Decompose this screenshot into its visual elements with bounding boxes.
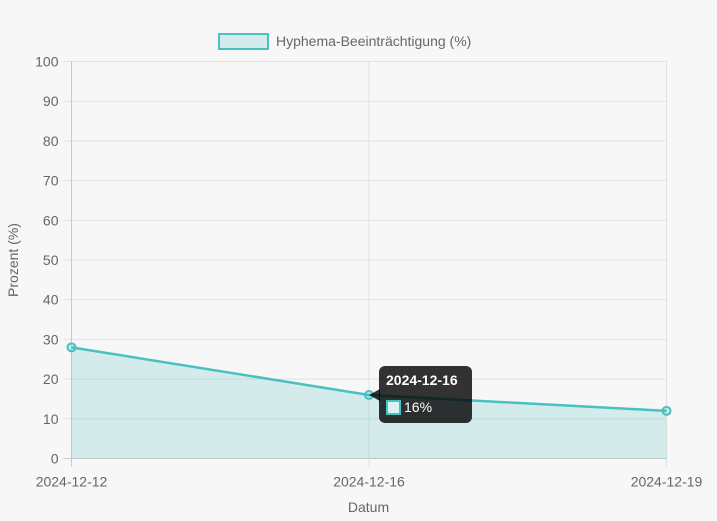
tooltip-caret [369,388,380,401]
tooltip-swatch [386,399,401,415]
tooltip-swatch-bg [387,400,400,414]
x-tick-label: 2024-12-16 [333,474,405,490]
x-tick-label: 2024-12-12 [36,474,108,490]
data-point [66,342,77,353]
y-tick-label: 100 [35,54,59,70]
legend-swatch [218,33,269,50]
y-tick-label: 0 [51,451,59,467]
y-tick-label: 60 [43,212,59,228]
legend-label: Hyphema-Beeinträchtigung (%) [276,33,471,49]
y-tick-label: 50 [43,252,59,268]
y-tick-label: 20 [43,371,59,387]
x-axis-ticks: 2024-12-12 2024-12-16 2024-12-19 [36,474,703,490]
legend[interactable]: Hyphema-Beeinträchtigung (%) [218,33,471,50]
y-tick-label: 80 [43,133,59,149]
tooltip: 2024-12-16 16% [369,365,472,423]
y-axis-ticks: 0 10 20 30 40 50 60 70 80 90 100 [35,54,59,467]
data-point [661,405,672,416]
tooltip-value: 16% [404,399,432,415]
tooltip-box [379,365,472,423]
y-tick-label: 90 [43,93,59,109]
x-axis-title: Datum [348,499,389,515]
tooltip-title: 2024-12-16 [386,372,458,388]
y-tick-label: 40 [43,292,59,308]
x-tick-label: 2024-12-19 [631,474,703,490]
y-tick-label: 30 [43,331,59,347]
series-area [71,347,667,459]
y-tick-label: 10 [43,411,59,427]
y-tick-label: 70 [43,173,59,189]
y-axis-title: Prozent (%) [5,223,21,297]
